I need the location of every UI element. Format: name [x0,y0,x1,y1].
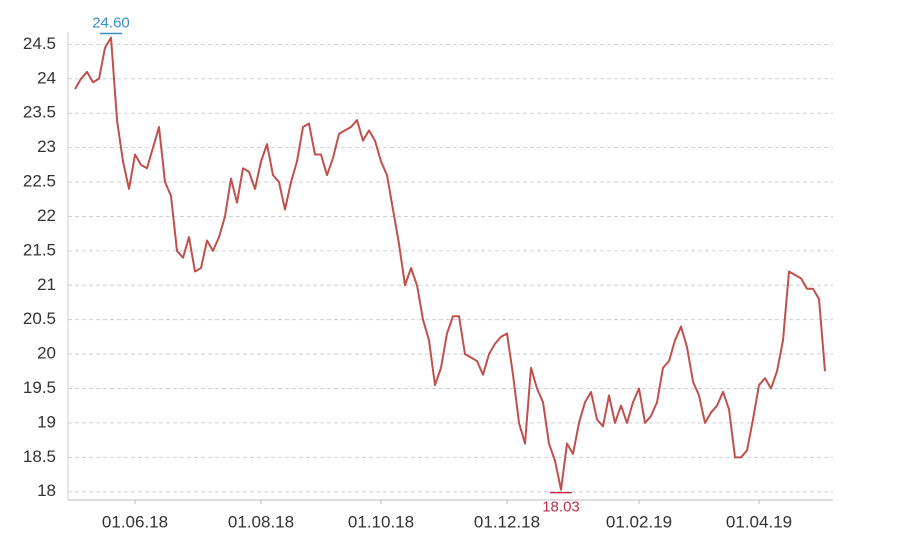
y-tick-label: 24 [37,68,56,87]
x-tick-label: 01.06.18 [102,512,168,531]
x-tick-label: 01.12.18 [474,512,540,531]
x-tick-label: 01.04.19 [726,512,792,531]
y-tick-label: 21.5 [23,240,56,259]
y-tick-label: 18.5 [23,447,56,466]
x-tick-label: 01.08.18 [228,512,294,531]
y-tick-label: 21 [37,275,56,294]
value-label: 18.03 [542,499,580,516]
y-tick-label: 23.5 [23,103,56,122]
x-tick-label: 01.10.18 [348,512,414,531]
y-tick-label: 19 [37,412,56,431]
y-tick-label: 24.5 [23,34,56,53]
y-tick-label: 22.5 [23,172,56,191]
y-tick-label: 19.5 [23,378,56,397]
price-line [74,36,826,491]
y-tick-label: 20 [37,344,56,363]
y-tick-label: 23 [37,137,56,156]
y-tick-label: 22 [37,206,56,225]
value-label: 24.60 [92,14,130,31]
x-tick-label: 01.02.19 [606,512,672,531]
y-tick-label: 20.5 [23,309,56,328]
y-tick-label: 18 [37,481,56,500]
